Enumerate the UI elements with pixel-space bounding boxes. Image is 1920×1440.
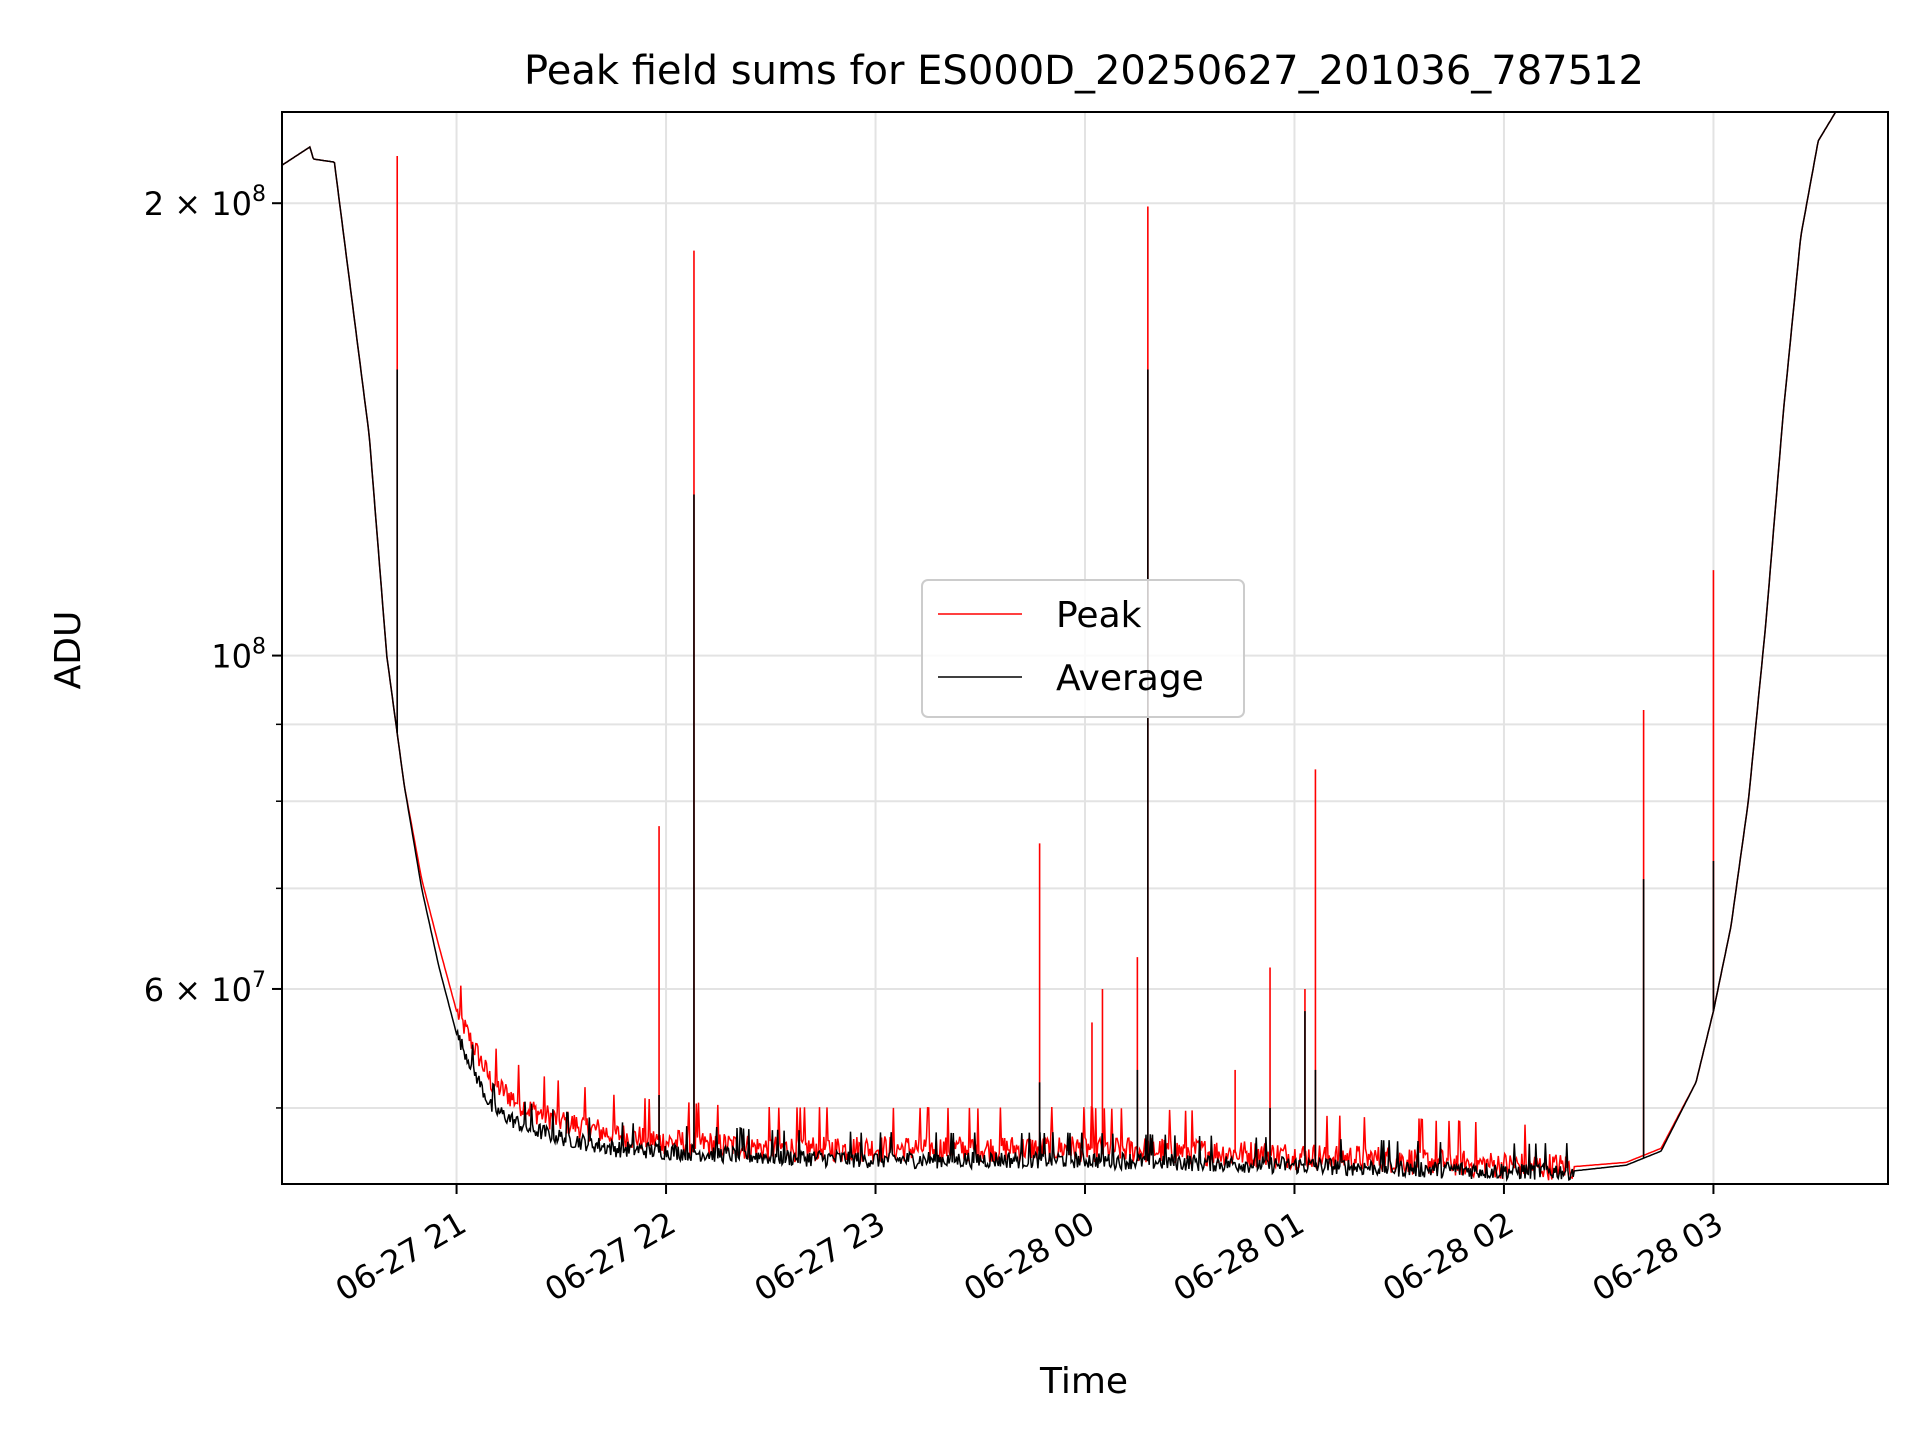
average-series-line: [281, 111, 1888, 1183]
y-axis-label: ADU: [48, 611, 89, 690]
peak-series-line: [281, 111, 1888, 1181]
x-axis-label: Time: [1039, 1361, 1128, 1402]
y-tick-label: 2 × 108: [144, 182, 266, 223]
legend-average-label: Average: [1056, 658, 1204, 699]
y-tick-label: 108: [211, 635, 266, 676]
legend-peak-label: Peak: [1056, 595, 1142, 636]
y-tick-label: 6 × 107: [144, 968, 266, 1009]
series-layer: [281, 111, 1888, 1183]
chart-title: Peak field sums for ES000D_20250627_2010…: [524, 48, 1644, 94]
legend: Peak Average: [921, 579, 1245, 718]
